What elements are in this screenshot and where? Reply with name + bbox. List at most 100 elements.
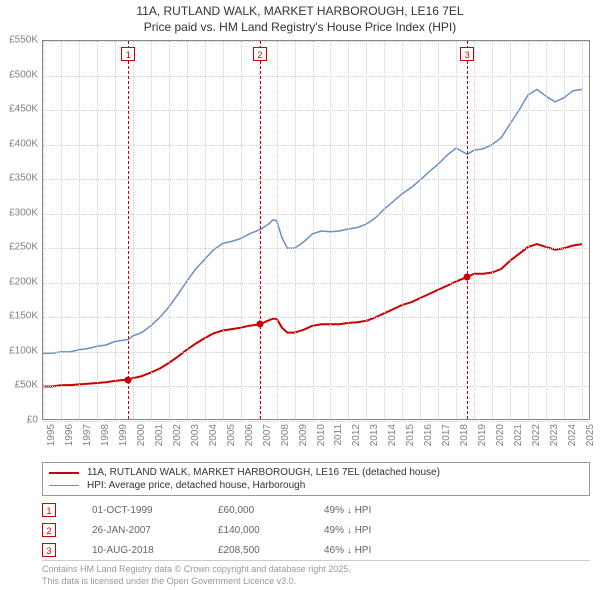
x-tick-label: 2009 [298, 424, 309, 446]
legend-row-hpi: HPI: Average price, detached house, Harb… [49, 479, 583, 492]
marker-num: 3 [42, 543, 56, 557]
legend: 11A, RUTLAND WALK, MARKET HARBOROUGH, LE… [42, 462, 590, 496]
marker-date: 26-JAN-2007 [92, 525, 182, 536]
gridline-v [205, 41, 206, 419]
gridline-v [61, 41, 62, 419]
marker-row: 226-JAN-2007£140,00049% ↓ HPI [42, 520, 590, 540]
marker-price: £208,500 [218, 545, 288, 556]
x-tick-label: 2003 [190, 424, 201, 446]
gridline-h [43, 317, 589, 318]
x-tick-label: 2018 [459, 424, 470, 446]
gridline-v [169, 41, 170, 419]
x-tick-label: 2005 [226, 424, 237, 446]
x-tick-label: 2020 [495, 424, 506, 446]
gridline-v [97, 41, 98, 419]
gridline-v [313, 41, 314, 419]
y-tick-label: £400K [9, 138, 38, 149]
gridline-v [546, 41, 547, 419]
chart-svg [43, 41, 591, 421]
gridline-h [43, 145, 589, 146]
gridline-v [492, 41, 493, 419]
gridline-v [564, 41, 565, 419]
gridline-h [43, 41, 589, 42]
gridline-v [295, 41, 296, 419]
gridline-v [187, 41, 188, 419]
x-tick-label: 2007 [262, 424, 273, 446]
gridline-h [43, 214, 589, 215]
gridline-v [43, 41, 44, 419]
gridline-v [348, 41, 349, 419]
y-tick-label: £200K [9, 276, 38, 287]
marker-box: 2 [253, 47, 267, 61]
chart-title: 11A, RUTLAND WALK, MARKET HARBOROUGH, LE… [0, 0, 600, 37]
x-tick-label: 2025 [585, 424, 596, 446]
x-tick-label: 2023 [549, 424, 560, 446]
x-tick-label: 1999 [118, 424, 129, 446]
gridline-v [456, 41, 457, 419]
marker-hpi: 49% ↓ HPI [324, 505, 414, 516]
y-tick-label: £50K [15, 380, 38, 391]
y-tick-label: £550K [9, 35, 38, 46]
x-tick-label: 2017 [441, 424, 452, 446]
x-tick-label: 2001 [154, 424, 165, 446]
title-line1: 11A, RUTLAND WALK, MARKET HARBOROUGH, LE… [0, 4, 600, 20]
footer-line1: Contains HM Land Registry data © Crown c… [42, 564, 590, 576]
gridline-v [510, 41, 511, 419]
marker-dot [464, 273, 471, 280]
x-tick-label: 2006 [244, 424, 255, 446]
footer: Contains HM Land Registry data © Crown c… [42, 560, 590, 587]
gridline-v [330, 41, 331, 419]
x-tick-label: 2002 [172, 424, 183, 446]
legend-swatch-price-paid [49, 472, 79, 474]
gridline-h [43, 179, 589, 180]
marker-box: 3 [460, 47, 474, 61]
gridline-h [43, 352, 589, 353]
gridline-v [474, 41, 475, 419]
marker-vline [260, 41, 261, 419]
gridline-v [582, 41, 583, 419]
y-tick-label: £300K [9, 207, 38, 218]
x-tick-label: 2019 [477, 424, 488, 446]
title-line2: Price paid vs. HM Land Registry's House … [0, 20, 600, 36]
marker-price: £60,000 [218, 505, 288, 516]
x-tick-label: 2015 [405, 424, 416, 446]
gridline-v [133, 41, 134, 419]
y-tick-label: £0 [27, 415, 38, 426]
y-tick-label: £500K [9, 69, 38, 80]
y-tick-label: £250K [9, 242, 38, 253]
marker-row: 101-OCT-1999£60,00049% ↓ HPI [42, 500, 590, 520]
gridline-v [223, 41, 224, 419]
x-tick-label: 2008 [280, 424, 291, 446]
legend-label-price-paid: 11A, RUTLAND WALK, MARKET HARBOROUGH, LE… [87, 467, 440, 478]
gridline-v [115, 41, 116, 419]
y-axis: £0£50K£100K£150K£200K£250K£300K£350K£400… [0, 40, 42, 420]
x-tick-label: 2011 [333, 424, 344, 446]
gridline-v [384, 41, 385, 419]
markers-table: 101-OCT-1999£60,00049% ↓ HPI226-JAN-2007… [42, 500, 590, 560]
marker-dot [256, 321, 263, 328]
gridline-v [241, 41, 242, 419]
x-tick-label: 2010 [316, 424, 327, 446]
gridline-v [366, 41, 367, 419]
x-tick-label: 2012 [351, 424, 362, 446]
footer-line2: This data is licensed under the Open Gov… [42, 576, 590, 588]
x-tick-label: 2016 [423, 424, 434, 446]
x-tick-label: 2024 [567, 424, 578, 446]
marker-vline [128, 41, 129, 419]
marker-hpi: 46% ↓ HPI [324, 545, 414, 556]
gridline-h [43, 283, 589, 284]
chart-plot-area: 1 2 3 [42, 40, 590, 420]
y-tick-label: £100K [9, 345, 38, 356]
marker-date: 10-AUG-2018 [92, 545, 182, 556]
marker-box: 1 [121, 47, 135, 61]
x-tick-label: 2004 [208, 424, 219, 446]
legend-label-hpi: HPI: Average price, detached house, Harb… [87, 480, 305, 491]
gridline-h [43, 386, 589, 387]
gridline-h [43, 76, 589, 77]
marker-dot [125, 376, 132, 383]
gridline-v [528, 41, 529, 419]
marker-num: 1 [42, 503, 56, 517]
marker-price: £140,000 [218, 525, 288, 536]
x-tick-label: 2014 [387, 424, 398, 446]
y-tick-label: £450K [9, 104, 38, 115]
